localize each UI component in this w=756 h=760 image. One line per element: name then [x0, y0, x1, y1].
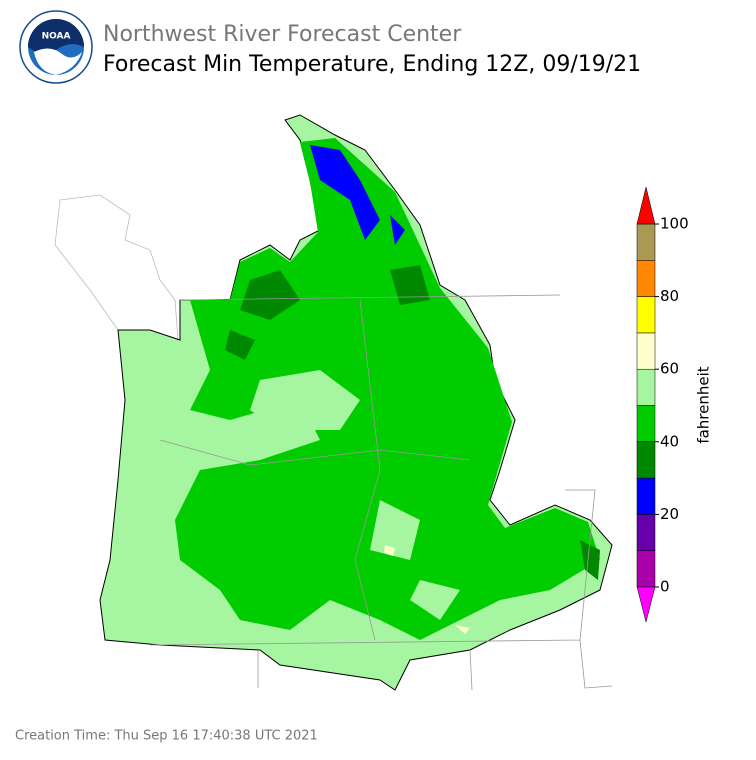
colorbar-under [636, 586, 656, 623]
colorbar-segment [636, 477, 656, 515]
colorbar-segment [636, 223, 656, 261]
colorbar-tick-label: 0 [660, 578, 670, 596]
colorbar-segment [636, 405, 656, 443]
colorbar-segment [636, 260, 656, 297]
map-title: Forecast Min Temperature, Ending 12Z, 09… [103, 52, 641, 77]
svg-text:NOAA: NOAA [42, 32, 71, 42]
map [54, 114, 613, 691]
colorbar-segment [636, 368, 656, 406]
colorbar-tick-label: 20 [660, 505, 679, 523]
colorbar-segment [636, 550, 656, 588]
organization: Northwest River Forecast Center [103, 22, 462, 47]
colorbar-label: fahrenheit [695, 366, 713, 443]
colorbar-segment [636, 296, 656, 334]
noaa-logo: NOAA [19, 10, 93, 84]
colorbar-segment [636, 332, 656, 370]
colorbar-tick-label: 60 [660, 360, 679, 378]
colorbar: 0 20 40 60 80 100 [636, 186, 689, 623]
colorbar-tick-label: 80 [660, 287, 679, 305]
colorbar-tick-label: 100 [660, 215, 689, 233]
colorbar-segment [636, 441, 656, 479]
creation-time: Creation Time: Thu Sep 16 17:40:38 UTC 2… [15, 729, 318, 744]
colorbar-over [636, 186, 656, 225]
colorbar-tick-label: 40 [660, 432, 679, 450]
colorbar-segment [636, 514, 656, 551]
